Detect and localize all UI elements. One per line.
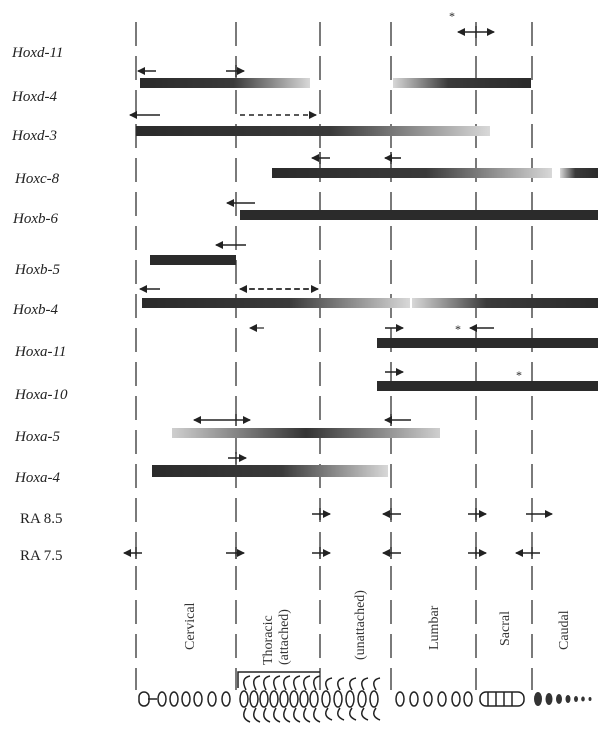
gene-label: Hoxa-5 — [14, 429, 60, 445]
expression-bar — [377, 381, 598, 391]
vertebra — [581, 696, 585, 702]
asterisk-annotation: * — [449, 9, 455, 23]
gene-label: Hoxd-11 — [11, 45, 63, 61]
vertebra — [369, 690, 379, 708]
expression-bar — [150, 255, 236, 265]
vertebra — [169, 691, 179, 707]
vertebra — [157, 691, 167, 707]
expression-bar — [136, 126, 490, 136]
vertebral-column — [138, 671, 525, 723]
vertebra — [534, 692, 542, 706]
vertebra — [345, 690, 355, 708]
expression-bar — [412, 298, 598, 308]
rib — [349, 677, 357, 721]
shift-arrows — [123, 28, 553, 557]
gene-label: Hoxb-5 — [14, 262, 60, 278]
region-label-unattached: (unattached) — [353, 590, 368, 660]
rib — [325, 677, 333, 721]
vertebra — [463, 691, 473, 707]
rib — [263, 675, 271, 723]
expression-bar — [240, 210, 598, 220]
region-label-caudal: Caudal — [557, 610, 572, 650]
rib — [337, 677, 345, 721]
rib — [313, 675, 321, 723]
vertebra — [207, 691, 217, 707]
expression-bar — [142, 298, 410, 308]
gene-label: Hoxb-6 — [12, 211, 58, 227]
rib — [361, 677, 369, 721]
vertebra — [556, 694, 562, 704]
expression-bar — [172, 428, 440, 438]
rib — [303, 675, 311, 723]
gene-label: Hoxa-10 — [14, 387, 68, 403]
vertebra — [423, 691, 433, 707]
vertebra — [239, 690, 249, 708]
rib — [273, 675, 281, 723]
region-label-lumbar: Lumbar — [427, 605, 442, 650]
vertebra — [221, 691, 231, 707]
vertebra — [181, 691, 191, 707]
rib — [293, 675, 301, 723]
caudal-vertebrae — [534, 692, 592, 706]
vertebra — [321, 690, 331, 708]
expression-bar — [272, 168, 552, 178]
gene-label: Hoxb-4 — [12, 302, 58, 318]
arrow-ticks — [135, 26, 533, 559]
vertebra — [437, 691, 447, 707]
vertebra — [565, 695, 571, 703]
expression-bar — [560, 168, 598, 178]
gene-labels: Hoxd-11 Hoxd-4 Hoxd-3 Hoxc-8 Hoxb-6 Hoxb… — [11, 45, 68, 564]
expression-bars — [136, 78, 598, 477]
expression-bar — [377, 338, 598, 348]
treatment-label: RA 7.5 — [20, 548, 63, 564]
expression-bar — [152, 465, 388, 477]
expression-bar — [140, 78, 310, 88]
vertebra — [193, 691, 203, 707]
expression-bar — [393, 78, 531, 88]
gene-label: Hoxa-4 — [14, 470, 60, 486]
vertebra — [545, 693, 553, 705]
gene-label: Hoxc-8 — [14, 171, 60, 187]
vertebra — [333, 690, 343, 708]
rib — [373, 677, 381, 721]
vertebra — [299, 690, 309, 708]
treatment-label: RA 8.5 — [20, 511, 63, 527]
region-label-cervical: Cervical — [183, 602, 198, 650]
vertebra — [409, 691, 419, 707]
vertebra — [279, 690, 289, 708]
rib-cage-outline — [237, 671, 320, 688]
boundary-lines — [135, 22, 533, 690]
region-label-thoracic: Thoracic (attached) — [261, 609, 292, 665]
vertebra — [588, 697, 592, 701]
region-label-sacral: Sacral — [498, 611, 513, 646]
gene-label: Hoxa-11 — [14, 344, 66, 360]
vertebra — [259, 690, 269, 708]
gene-label: Hoxd-4 — [11, 89, 57, 105]
vertebra — [249, 690, 259, 708]
vertebra — [138, 691, 150, 707]
vertebra — [357, 690, 367, 708]
vertebra — [269, 690, 279, 708]
asterisk-annotation: * — [455, 322, 461, 336]
asterisk-annotation: * — [516, 368, 522, 382]
vertebra — [451, 691, 461, 707]
vertebra — [309, 690, 319, 708]
sacrum — [479, 691, 525, 707]
rib — [253, 675, 261, 723]
vertebra — [289, 690, 299, 708]
rib — [243, 675, 251, 723]
vertebra — [395, 691, 405, 707]
gene-label: Hoxd-3 — [11, 128, 57, 144]
rib — [283, 675, 291, 723]
region-labels: Cervical Thoracic (attached) (unattached… — [183, 590, 572, 665]
vertebra — [574, 696, 578, 702]
